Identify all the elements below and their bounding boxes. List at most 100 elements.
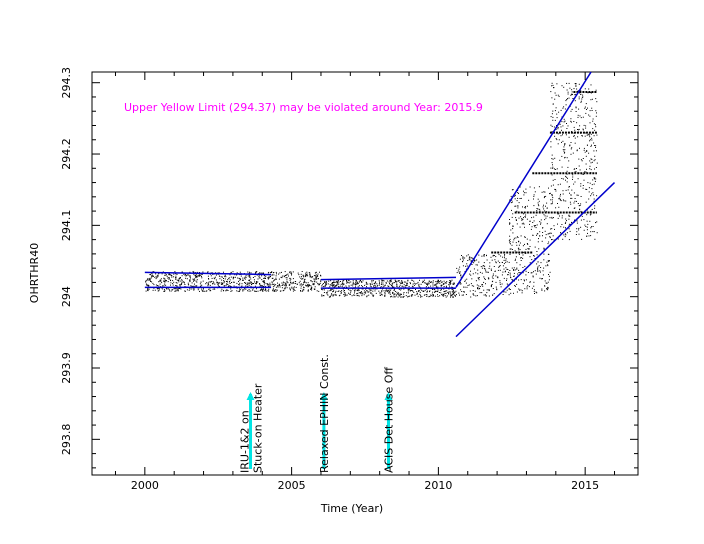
data-point <box>195 276 197 278</box>
data-point <box>555 138 557 140</box>
data-point <box>176 279 178 281</box>
data-point <box>319 282 321 284</box>
data-point <box>172 283 174 285</box>
data-point <box>536 251 538 252</box>
data-point <box>162 271 164 273</box>
data-point <box>498 266 500 268</box>
data-point <box>442 294 444 296</box>
data-point <box>244 282 246 283</box>
data-point <box>274 279 276 281</box>
data-point <box>360 279 361 281</box>
data-point <box>589 122 591 124</box>
data-point <box>346 280 347 282</box>
data-point <box>509 270 511 271</box>
data-point <box>574 181 576 183</box>
data-point <box>505 267 507 269</box>
data-point <box>466 255 468 257</box>
data-point <box>564 120 566 122</box>
data-point <box>290 271 292 273</box>
data-point <box>533 255 535 257</box>
data-point <box>503 291 505 293</box>
data-point <box>460 275 462 277</box>
data-point <box>556 117 558 119</box>
data-point <box>509 272 511 274</box>
data-point <box>523 279 525 281</box>
data-point <box>331 285 333 287</box>
data-point <box>322 284 324 286</box>
data-point <box>322 295 324 296</box>
data-point <box>346 281 348 283</box>
data-point <box>512 225 514 227</box>
data-point <box>186 289 188 291</box>
data-point <box>473 260 475 262</box>
data-point <box>333 283 335 285</box>
data-point <box>552 235 554 237</box>
data-point <box>514 285 516 286</box>
data-point <box>563 146 565 148</box>
data-point <box>403 295 405 297</box>
data-point <box>539 210 541 212</box>
data-point <box>513 269 515 270</box>
data-point <box>295 286 297 288</box>
data-point <box>300 283 302 285</box>
data-point <box>453 296 454 298</box>
data-point <box>428 283 430 285</box>
data-point <box>406 284 408 286</box>
data-point <box>557 238 559 240</box>
data-point <box>200 276 202 277</box>
data-point <box>272 290 274 292</box>
data-point <box>551 217 553 219</box>
data-point <box>481 292 483 294</box>
data-point <box>533 205 535 207</box>
data-point <box>285 284 287 286</box>
data-point <box>423 279 425 281</box>
data-point <box>372 295 374 297</box>
data-point <box>314 279 316 281</box>
data-point <box>591 208 593 210</box>
data-point <box>168 288 170 290</box>
event-arrow-head <box>384 392 393 400</box>
data-point <box>473 268 475 270</box>
data-point <box>181 275 183 277</box>
data-point <box>549 236 551 238</box>
data-point <box>355 284 356 286</box>
data-point <box>336 283 338 285</box>
data-point <box>570 121 572 123</box>
data-point <box>285 277 287 279</box>
data-point <box>356 295 358 297</box>
data-point <box>392 292 394 294</box>
data-point <box>543 197 545 199</box>
data-point <box>591 139 593 141</box>
data-point <box>303 287 305 289</box>
data-point <box>522 272 524 274</box>
data-point <box>574 137 576 139</box>
data-point <box>509 235 511 237</box>
data-point <box>346 286 347 288</box>
data-point <box>352 283 354 285</box>
data-point <box>551 162 553 164</box>
data-point <box>529 281 531 283</box>
data-point <box>382 284 384 286</box>
data-point <box>570 110 572 112</box>
data-point <box>511 201 513 203</box>
data-point <box>429 290 431 292</box>
data-point <box>374 282 376 283</box>
data-point <box>557 94 559 96</box>
data-point <box>555 169 557 170</box>
data-point <box>249 276 251 278</box>
data-point <box>542 227 544 229</box>
data-point <box>550 124 552 126</box>
data-point <box>187 284 189 286</box>
data-point <box>230 290 232 292</box>
data-point <box>361 295 363 297</box>
data-point <box>537 202 539 204</box>
data-point <box>595 126 597 128</box>
data-point <box>455 290 457 292</box>
data-point <box>211 280 213 282</box>
data-point <box>249 274 251 276</box>
data-point <box>478 254 480 256</box>
data-point <box>564 151 566 153</box>
data-point <box>201 290 203 292</box>
data-point <box>365 288 367 290</box>
data-point <box>261 279 263 281</box>
